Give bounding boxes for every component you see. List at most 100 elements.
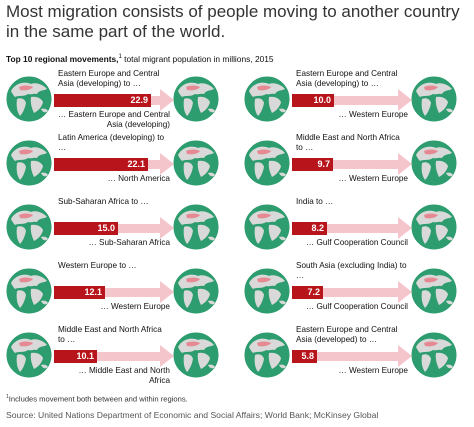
origin-label: Latin America (developing) to … bbox=[58, 133, 165, 152]
footnote: 1Includes movement both between and with… bbox=[6, 394, 188, 404]
value-label: 5.8 bbox=[301, 351, 314, 361]
value-bar bbox=[54, 158, 148, 171]
arrow-head-icon bbox=[398, 89, 412, 111]
destination-globe-icon bbox=[410, 331, 458, 379]
arrow-head-icon bbox=[398, 153, 412, 175]
value-bar bbox=[54, 286, 105, 299]
origin-globe-icon bbox=[243, 203, 291, 251]
arrow-head-icon bbox=[160, 345, 174, 367]
migration-item: South Asia (excluding India) to … 7.2 … Gu… bbox=[240, 258, 470, 322]
value-label: 15.0 bbox=[97, 223, 115, 233]
destination-globe-icon bbox=[172, 203, 220, 251]
arrow-head-icon bbox=[160, 153, 174, 175]
bar-group: 7.2 bbox=[292, 281, 412, 303]
chart-subtitle: Top 10 regional movements,1 total migran… bbox=[6, 54, 274, 64]
migration-item: Sub-Saharan Africa to … 15.0 … Sub-Saharan… bbox=[2, 194, 232, 258]
destination-label: … Western Europe bbox=[338, 174, 408, 183]
origin-globe-icon bbox=[243, 331, 291, 379]
value-label: 22.9 bbox=[130, 95, 148, 105]
destination-label: … Middle East and North Africa bbox=[78, 366, 170, 385]
bar-group: 8.2 bbox=[292, 217, 412, 239]
value-bar bbox=[292, 158, 333, 171]
bar-track bbox=[54, 352, 160, 361]
migration-item: Middle East and North Africa to … 9.7 … We… bbox=[240, 130, 470, 194]
origin-globe-icon bbox=[243, 139, 291, 187]
bar-track bbox=[292, 352, 398, 361]
value-bar bbox=[292, 350, 317, 363]
origin-globe-icon bbox=[243, 75, 291, 123]
migration-item: India to … 8.2 … Gulf Cooperation Council bbox=[240, 194, 470, 258]
value-bar bbox=[292, 94, 334, 107]
subtitle-footnote-mark: 1 bbox=[118, 54, 122, 61]
migration-item: Middle East and North Africa to … 10.1 … M… bbox=[2, 322, 232, 386]
arrow-head-icon bbox=[398, 217, 412, 239]
destination-globe-icon bbox=[410, 203, 458, 251]
bar-group: 9.7 bbox=[292, 153, 412, 175]
source-note: Source: United Nations Department of Eco… bbox=[6, 410, 379, 420]
destination-label: … Sub-Saharan Africa bbox=[88, 238, 170, 247]
bar-group: 15.0 bbox=[54, 217, 174, 239]
origin-label: Sub-Saharan Africa to … bbox=[58, 197, 149, 206]
bar-track bbox=[292, 160, 398, 169]
destination-globe-icon bbox=[410, 267, 458, 315]
origin-label: Eastern Europe and Central Asia (develop… bbox=[296, 325, 398, 344]
origin-label: Eastern Europe and Central Asia (develop… bbox=[296, 69, 398, 88]
origin-globe-icon bbox=[5, 75, 53, 123]
bar-track bbox=[54, 288, 160, 297]
origin-globe-icon bbox=[5, 139, 53, 187]
subtitle-rest: total migrant population in millions, 20… bbox=[121, 54, 274, 64]
bar-track bbox=[292, 224, 398, 233]
arrow-head-icon bbox=[160, 281, 174, 303]
bar-track bbox=[292, 288, 398, 297]
destination-label: … Western Europe bbox=[100, 302, 170, 311]
destination-globe-icon bbox=[172, 267, 220, 315]
origin-globe-icon bbox=[5, 203, 53, 251]
bar-group: 22.1 bbox=[54, 153, 174, 175]
value-label: 22.1 bbox=[127, 159, 145, 169]
migration-chart: Eastern Europe and Central Asia (develop… bbox=[0, 66, 474, 392]
bar-track bbox=[292, 96, 398, 105]
arrow-head-icon bbox=[398, 281, 412, 303]
destination-label: … Gulf Cooperation Council bbox=[306, 302, 408, 311]
origin-globe-icon bbox=[243, 267, 291, 315]
migration-item: Eastern Europe and Central Asia (develop… bbox=[240, 322, 470, 386]
destination-label: … North America bbox=[107, 174, 170, 183]
origin-globe-icon bbox=[5, 267, 53, 315]
destination-globe-icon bbox=[410, 139, 458, 187]
destination-label: … Western Europe bbox=[338, 366, 408, 375]
chart-title: Most migration consists of people moving… bbox=[6, 2, 460, 41]
value-label: 8.2 bbox=[311, 223, 324, 233]
value-bar bbox=[54, 350, 97, 363]
arrow-head-icon bbox=[398, 345, 412, 367]
value-bar bbox=[292, 222, 327, 235]
origin-label: India to … bbox=[296, 197, 334, 206]
value-bar bbox=[54, 94, 151, 107]
value-label: 9.7 bbox=[317, 159, 330, 169]
origin-label: Middle East and North Africa to … bbox=[58, 325, 162, 344]
bar-group: 22.9 bbox=[54, 89, 174, 111]
origin-label: South Asia (excluding India) to … bbox=[296, 261, 407, 280]
destination-globe-icon bbox=[410, 75, 458, 123]
arrow-head-icon bbox=[160, 89, 174, 111]
value-label: 10.1 bbox=[76, 351, 94, 361]
destination-globe-icon bbox=[172, 75, 220, 123]
origin-globe-icon bbox=[5, 331, 53, 379]
migration-item: Latin America (developing) to … 22.1 … Nor… bbox=[2, 130, 232, 194]
destination-label: … Gulf Cooperation Council bbox=[306, 238, 408, 247]
value-label: 12.1 bbox=[84, 287, 102, 297]
origin-label: Eastern Europe and Central Asia (develop… bbox=[58, 69, 160, 88]
bar-group: 12.1 bbox=[54, 281, 174, 303]
footnote-text: Includes movement both between and withi… bbox=[8, 394, 188, 404]
value-bar bbox=[292, 286, 323, 299]
migration-item: Western Europe to … 12.1 … Western Europe bbox=[2, 258, 232, 322]
value-bar bbox=[54, 222, 118, 235]
migration-item: Eastern Europe and Central Asia (develop… bbox=[240, 66, 470, 130]
origin-label: Western Europe to … bbox=[58, 261, 137, 270]
destination-label: … Eastern Europe and Central Asia (devel… bbox=[58, 110, 170, 129]
subtitle-bold: Top 10 regional movements, bbox=[6, 54, 119, 64]
bar-group: 10.0 bbox=[292, 89, 412, 111]
bar-group: 5.8 bbox=[292, 345, 412, 367]
footnote-mark: 1 bbox=[6, 394, 9, 400]
destination-label: … Western Europe bbox=[338, 110, 408, 119]
value-label: 10.0 bbox=[313, 95, 331, 105]
